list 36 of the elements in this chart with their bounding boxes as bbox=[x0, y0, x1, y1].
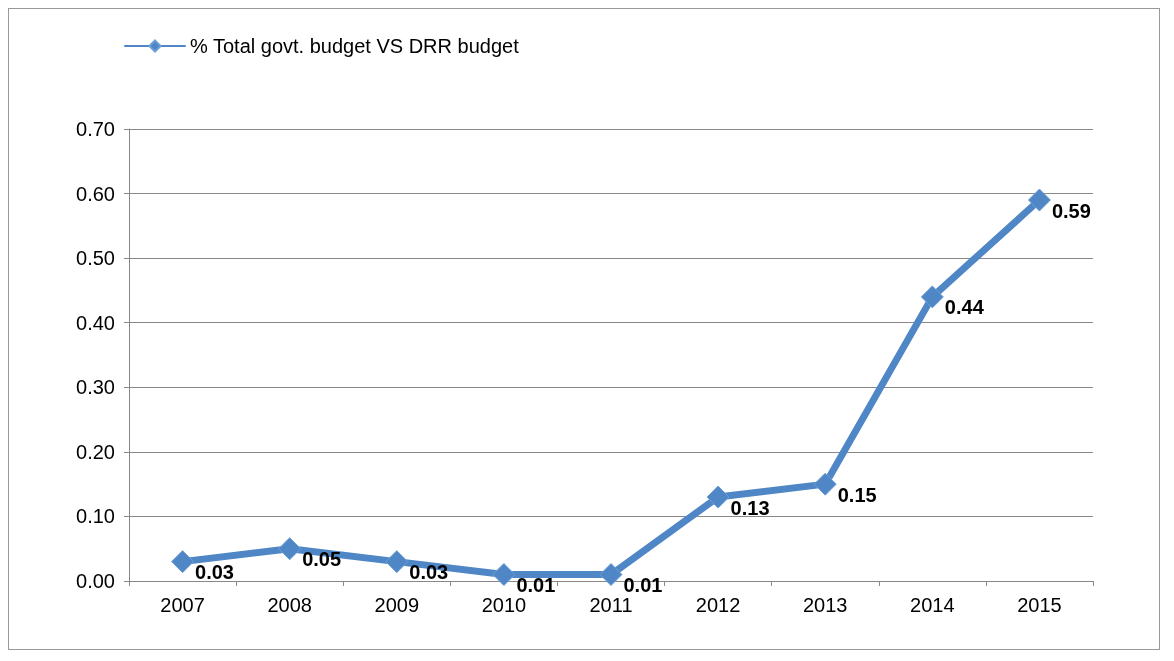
x-tick-label: 2015 bbox=[1017, 594, 1062, 616]
y-tick-label: 0.50 bbox=[76, 247, 115, 270]
x-tick-label: 2011 bbox=[589, 594, 633, 616]
y-tick-label: 0.60 bbox=[76, 182, 115, 205]
point bbox=[385, 550, 409, 574]
x-tick-label: 2009 bbox=[374, 594, 420, 616]
data-label: 0.15 bbox=[837, 483, 877, 506]
data-label: 0.03 bbox=[195, 561, 234, 584]
y-tick-label: 0.00 bbox=[76, 570, 115, 592]
legend-label: % Total govt. budget VS DRR budget bbox=[190, 35, 520, 57]
y-tick-label: 0.40 bbox=[76, 311, 115, 334]
y-tick-label: 0.20 bbox=[76, 440, 115, 463]
x-tick-label: 2007 bbox=[160, 594, 205, 616]
data-label: 0.01 bbox=[623, 574, 663, 597]
data-label: 0.44 bbox=[944, 296, 985, 319]
x-tick-label: 2014 bbox=[910, 594, 955, 616]
x-tick-label: 2013 bbox=[802, 594, 848, 616]
point bbox=[171, 550, 195, 574]
x-tick-label: 2010 bbox=[481, 594, 527, 616]
x-tick-label: 2008 bbox=[267, 594, 312, 616]
data-label: 0.59 bbox=[1051, 199, 1091, 222]
data-label: 0.13 bbox=[730, 496, 770, 519]
point bbox=[706, 485, 730, 509]
point bbox=[1027, 188, 1051, 212]
point bbox=[278, 537, 302, 561]
point bbox=[813, 472, 837, 496]
data-label: 0.05 bbox=[302, 548, 342, 571]
y-tick-label: 0.10 bbox=[76, 505, 115, 528]
x-tick-label: 2012 bbox=[695, 594, 741, 616]
y-tick-label: 0.30 bbox=[76, 376, 115, 399]
y-tick-label: 0.70 bbox=[76, 118, 115, 140]
point bbox=[492, 563, 516, 587]
data-label: 0.01 bbox=[516, 574, 556, 597]
point bbox=[920, 285, 944, 309]
data-label: 0.03 bbox=[409, 561, 449, 584]
point bbox=[599, 563, 623, 587]
